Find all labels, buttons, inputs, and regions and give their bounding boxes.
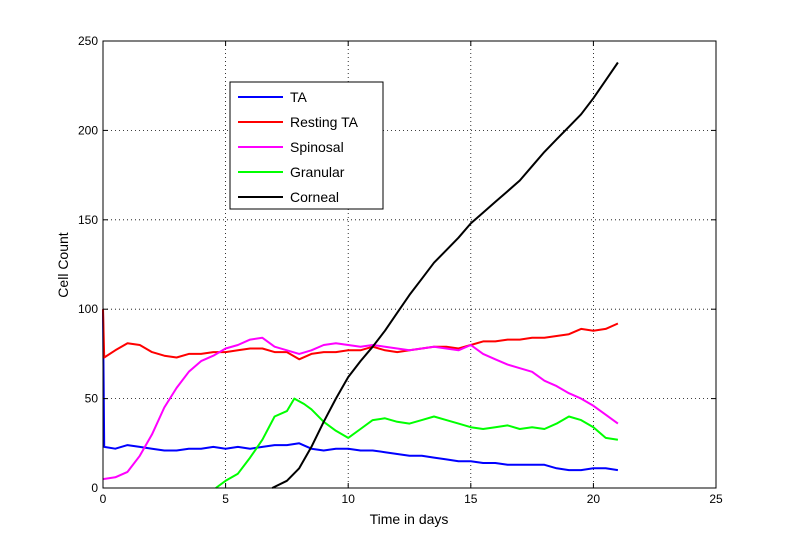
x-tick-label: 10 <box>342 492 356 506</box>
x-axis-label: Time in days <box>370 511 449 527</box>
x-tick-label: 20 <box>587 492 601 506</box>
series-line-ta <box>102 309 619 472</box>
y-tick-label: 0 <box>91 481 98 495</box>
legend-box <box>229 81 384 210</box>
x-tick-label: 15 <box>464 492 478 506</box>
series-line-granular <box>215 397 619 489</box>
y-axis-label: Cell Count <box>55 232 71 297</box>
legend-label-ta: TA <box>290 89 308 105</box>
series-line-corneal <box>271 61 619 489</box>
axis-ticks <box>102 40 717 489</box>
legend-items: TA Resting TA Spinosal Granular Corneal <box>238 89 359 205</box>
y-tick-label: 100 <box>78 302 98 316</box>
x-tick-label: 5 <box>222 492 229 506</box>
series-line-spinosal <box>102 336 619 481</box>
y-tick-label: 150 <box>78 213 98 227</box>
series-line-resting-ta <box>102 309 619 361</box>
legend-label-spinosal: Spinosal <box>290 139 344 155</box>
y-tick-label: 250 <box>78 34 98 48</box>
y-tick-label: 200 <box>78 123 98 137</box>
legend: TA Resting TA Spinosal Granular Corneal <box>229 81 384 210</box>
legend-label-corneal: Corneal <box>290 189 339 205</box>
y-tick-label: 50 <box>85 392 99 406</box>
x-tick-label: 25 <box>709 492 723 506</box>
legend-label-granular: Granular <box>290 164 345 180</box>
x-tick-label: 0 <box>100 492 107 506</box>
plot-frame <box>102 40 717 489</box>
legend-label-resting-ta: Resting TA <box>290 114 359 130</box>
plot-background <box>103 41 716 488</box>
grid-lines <box>103 41 716 488</box>
series-layer <box>102 61 619 489</box>
